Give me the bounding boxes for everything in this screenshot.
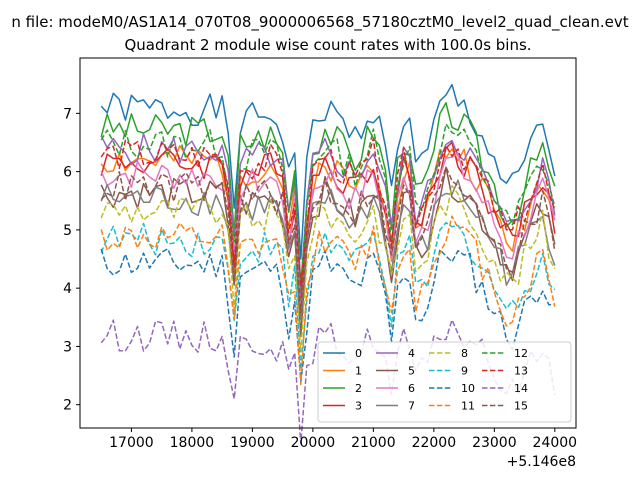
x-tick-label: 21000 (351, 435, 396, 451)
series-line-8 (100, 185, 556, 353)
legend-label-6: 6 (408, 382, 415, 395)
series-line-3 (100, 141, 556, 305)
figure-suptitle: n file: modeM0/AS1A14_070T08_9000006568_… (11, 13, 628, 32)
legend-label-14: 14 (514, 382, 528, 395)
series-line-11 (100, 215, 556, 386)
legend-label-11: 11 (461, 400, 475, 413)
legend-label-1: 1 (355, 365, 362, 378)
legend-label-3: 3 (355, 400, 362, 413)
series-line-0 (100, 83, 556, 260)
y-tick-label: 7 (63, 106, 72, 122)
legend-label-9: 9 (461, 365, 468, 378)
legend-label-15: 15 (514, 400, 528, 413)
legend-label-13: 13 (514, 365, 528, 378)
legend-label-7: 7 (408, 400, 415, 413)
y-tick-label: 3 (63, 339, 72, 355)
legend-label-5: 5 (408, 365, 415, 378)
plot-frame (79, 57, 577, 429)
x-tick-label: 23000 (472, 435, 517, 451)
legend-box (317, 341, 572, 423)
series-line-12 (100, 123, 556, 287)
series-line-10 (100, 248, 555, 383)
y-tick-label: 6 (63, 165, 72, 181)
x-offset-label: +5.146e8 (507, 454, 576, 470)
legend-label-10: 10 (461, 382, 475, 395)
series-line-9 (100, 221, 556, 371)
x-tick-label: 17000 (109, 435, 154, 451)
y-tick-label: 2 (63, 398, 72, 414)
legend-label-12: 12 (514, 347, 528, 360)
y-tick-label: 4 (63, 281, 72, 297)
legend-label-4: 4 (408, 347, 415, 360)
x-tick-label: 18000 (170, 435, 215, 451)
series-line-13 (100, 137, 556, 287)
x-tick-label: 20000 (291, 435, 336, 451)
x-tick-label: 19000 (230, 435, 275, 451)
legend-label-2: 2 (355, 382, 362, 395)
y-tick-label: 5 (63, 223, 72, 239)
series-line-15 (100, 166, 556, 314)
x-tick-label: 24000 (533, 435, 578, 451)
y-axis: 2 3 4 5 6 7 (63, 106, 80, 414)
chart-title: Quadrant 2 module wise count rates with … (124, 36, 531, 54)
x-axis: 17000 18000 19000 20000 21000 22000 23000 24000 (109, 428, 577, 451)
legend-label-0: 0 (355, 347, 362, 360)
legend-label-8: 8 (461, 347, 468, 360)
series-line-2 (100, 102, 556, 305)
series-line-6 (100, 152, 556, 314)
x-tick-label: 22000 (412, 435, 457, 451)
series-layer (100, 83, 556, 445)
